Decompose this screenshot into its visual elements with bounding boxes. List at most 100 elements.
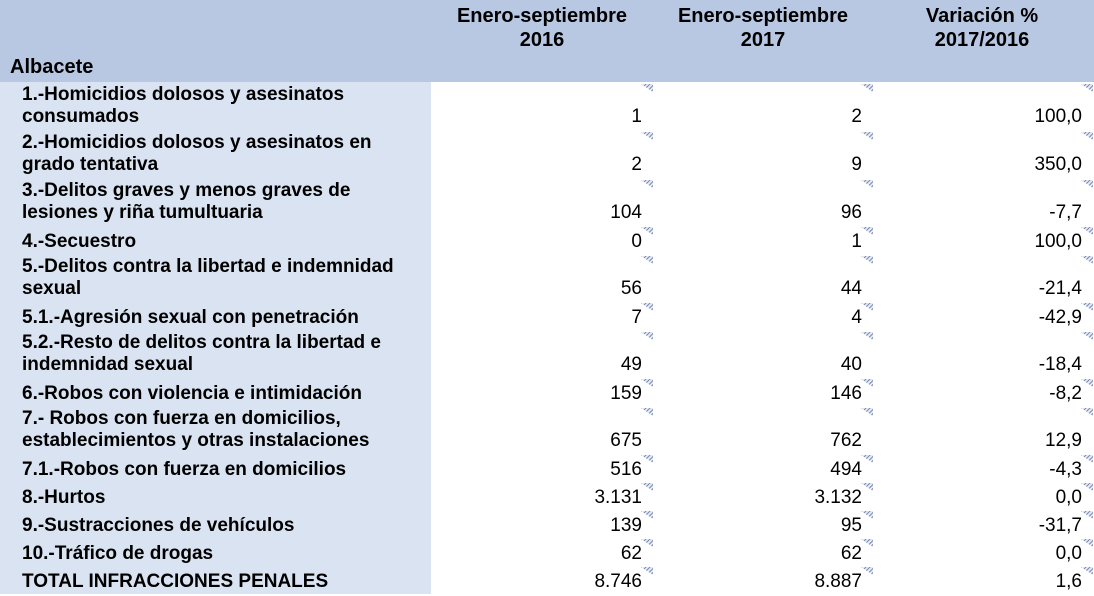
cell-note-icon[interactable]: [861, 455, 873, 463]
cell-2017[interactable]: 40: [840, 354, 862, 375]
cell-note-icon[interactable]: [861, 483, 873, 491]
cell-note-icon[interactable]: [641, 227, 653, 235]
cell-note-icon[interactable]: [861, 539, 873, 547]
row-label: 9.-Sustracciones de vehículos: [22, 515, 295, 536]
cell-2016[interactable]: 3.131: [594, 487, 642, 508]
cell-2017[interactable]: 8.887: [814, 571, 862, 592]
table-row: 7.- Robos con fuerza en domicilios, esta…: [0, 408, 1094, 456]
cell-variation[interactable]: 1,6: [1055, 571, 1082, 592]
cell-note-icon[interactable]: [861, 408, 873, 416]
cell-note-icon[interactable]: [641, 483, 653, 491]
header-col-2017-line1: Enero-septiembre: [677, 5, 849, 27]
cell-note-icon[interactable]: [641, 511, 653, 519]
cell-note-icon[interactable]: [641, 180, 653, 188]
cell-note-icon[interactable]: [861, 303, 873, 311]
cell-note-icon[interactable]: [861, 84, 873, 92]
cell-2016[interactable]: 0: [631, 231, 642, 252]
cell-2017[interactable]: 762: [830, 430, 862, 451]
cell-note-icon[interactable]: [861, 256, 873, 264]
cell-note-icon[interactable]: [641, 303, 653, 311]
cell-2016[interactable]: 56: [620, 278, 642, 299]
table-row: 6.-Robos con violencia e intimidación 15…: [0, 379, 1094, 408]
cell-variation[interactable]: 0,0: [1055, 543, 1082, 564]
cell-2016[interactable]: 8.746: [594, 571, 642, 592]
cell-2016[interactable]: 2: [631, 154, 642, 175]
cell-note-icon[interactable]: [1081, 455, 1093, 463]
cell-note-icon[interactable]: [641, 567, 653, 575]
cell-variation[interactable]: -18,4: [1038, 354, 1082, 375]
cell-note-icon[interactable]: [1081, 84, 1093, 92]
table-row: 9.-Sustracciones de vehículos 139 95 -31…: [0, 511, 1094, 540]
row-label: 6.-Robos con violencia e intimidación: [22, 383, 362, 404]
cell-2017[interactable]: 3.132: [814, 487, 862, 508]
cell-note-icon[interactable]: [861, 132, 873, 140]
cell-note-icon[interactable]: [1081, 227, 1093, 235]
cell-2017[interactable]: 62: [840, 543, 862, 564]
cell-variation[interactable]: -8,2: [1049, 383, 1082, 404]
table-row: 2.-Homicidios dolosos y asesinatos en gr…: [0, 132, 1094, 180]
cell-note-icon[interactable]: [1081, 408, 1093, 416]
cell-note-icon[interactable]: [641, 84, 653, 92]
cell-2016[interactable]: 675: [610, 430, 642, 451]
cell-note-icon[interactable]: [861, 180, 873, 188]
cell-variation[interactable]: -21,4: [1038, 278, 1082, 299]
cell-variation[interactable]: -42,9: [1038, 307, 1082, 328]
cell-2016[interactable]: 7: [631, 307, 642, 328]
header-col-variation-line2: 2017/2016: [934, 29, 1030, 51]
cell-2017[interactable]: 44: [840, 278, 862, 299]
cell-variation[interactable]: 100,0: [1034, 106, 1082, 127]
cell-note-icon[interactable]: [1081, 303, 1093, 311]
cell-note-icon[interactable]: [641, 332, 653, 340]
cell-note-icon[interactable]: [641, 408, 653, 416]
cell-2016[interactable]: 139: [610, 515, 642, 536]
cell-note-icon[interactable]: [1081, 539, 1093, 547]
cell-variation[interactable]: -4,3: [1049, 459, 1082, 480]
cell-note-icon[interactable]: [641, 256, 653, 264]
cell-2016[interactable]: 159: [610, 383, 642, 404]
row-label: 8.-Hurtos: [22, 487, 106, 508]
cell-2017[interactable]: 95: [840, 515, 862, 536]
cell-note-icon[interactable]: [1081, 132, 1093, 140]
row-label: 5.-Delitos contra la libertad e indemnid…: [22, 256, 394, 299]
cell-variation[interactable]: 350,0: [1034, 154, 1082, 175]
cell-variation[interactable]: 100,0: [1034, 231, 1082, 252]
cell-2016[interactable]: 49: [620, 354, 642, 375]
cell-variation[interactable]: -7,7: [1049, 202, 1082, 223]
cell-2016[interactable]: 516: [610, 459, 642, 480]
cell-note-icon[interactable]: [861, 379, 873, 387]
row-label: 2.-Homicidios dolosos y asesinatos en gr…: [22, 132, 372, 175]
cell-2017[interactable]: 2: [851, 106, 862, 127]
cell-note-icon[interactable]: [641, 455, 653, 463]
table-row: 5.1.-Agresión sexual con penetración 7 4…: [0, 303, 1094, 332]
cell-2016[interactable]: 62: [620, 543, 642, 564]
cell-note-icon[interactable]: [1081, 567, 1093, 575]
cell-note-icon[interactable]: [1081, 483, 1093, 491]
cell-2017[interactable]: 146: [830, 383, 862, 404]
cell-note-icon[interactable]: [1081, 511, 1093, 519]
cell-2016[interactable]: 1: [631, 106, 642, 127]
table-body: 1.-Homicidios dolosos y asesinatos consu…: [0, 84, 1094, 596]
row-label: 7.1.-Robos con fuerza en domicilios: [22, 459, 347, 480]
cell-note-icon[interactable]: [1081, 332, 1093, 340]
cell-2017[interactable]: 9: [851, 154, 862, 175]
cell-note-icon[interactable]: [1081, 256, 1093, 264]
cell-note-icon[interactable]: [861, 332, 873, 340]
cell-note-icon[interactable]: [1081, 180, 1093, 188]
cell-note-icon[interactable]: [641, 132, 653, 140]
cell-variation[interactable]: -31,7: [1038, 515, 1082, 536]
cell-2017[interactable]: 96: [840, 202, 862, 223]
cell-2017[interactable]: 4: [851, 307, 862, 328]
cell-note-icon[interactable]: [861, 227, 873, 235]
table-row: 5.-Delitos contra la libertad e indemnid…: [0, 256, 1094, 304]
cell-variation[interactable]: 0,0: [1055, 487, 1082, 508]
cell-note-icon[interactable]: [641, 379, 653, 387]
table-row: 10.-Tráfico de drogas 62 62 0,0: [0, 539, 1094, 568]
cell-note-icon[interactable]: [861, 567, 873, 575]
cell-2016[interactable]: 104: [610, 202, 642, 223]
cell-2017[interactable]: 1: [851, 231, 862, 252]
cell-2017[interactable]: 494: [830, 459, 862, 480]
cell-note-icon[interactable]: [641, 539, 653, 547]
cell-note-icon[interactable]: [861, 511, 873, 519]
cell-note-icon[interactable]: [1081, 379, 1093, 387]
cell-variation[interactable]: 12,9: [1045, 430, 1082, 451]
